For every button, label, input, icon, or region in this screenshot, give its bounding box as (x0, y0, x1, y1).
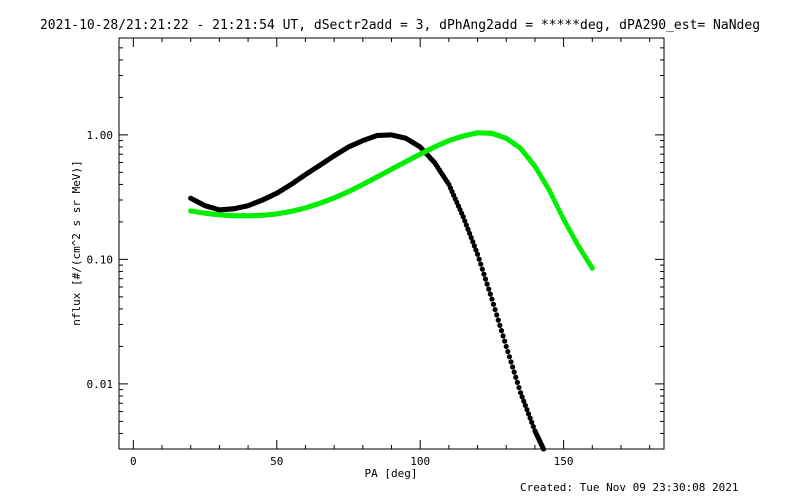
data-point (462, 218, 468, 224)
data-point (524, 407, 530, 413)
data-point (525, 411, 532, 417)
data-point (474, 251, 481, 257)
data-point (460, 214, 466, 220)
series-0 (188, 132, 547, 452)
data-point (465, 226, 471, 232)
x-axis-label: PA [deg] (365, 467, 418, 480)
data-point (497, 322, 503, 328)
data-point (492, 306, 498, 313)
x-tick-label: 150 (554, 455, 574, 468)
data-point (516, 384, 522, 391)
data-point (514, 379, 520, 386)
data-point (471, 243, 477, 249)
data-point (463, 222, 469, 228)
data-point (529, 419, 535, 425)
series-layer (188, 130, 595, 452)
data-point (473, 247, 479, 253)
series-1 (188, 130, 595, 271)
data-point (522, 402, 528, 408)
x-tick-label: 100 (410, 455, 430, 468)
data-point (511, 369, 517, 375)
created-timestamp: Created: Tue Nov 09 23:30:08 2021 (520, 481, 739, 494)
data-point (513, 374, 519, 380)
data-point (479, 266, 485, 272)
data-point (500, 333, 506, 339)
x-axis: 0 50 100 150 (130, 38, 651, 468)
data-point (508, 359, 514, 365)
data-point (517, 390, 524, 396)
data-point (495, 317, 501, 323)
data-point (530, 423, 536, 430)
plot-title: 2021-10-28/21:21:22 - 21:21:54 UT, dSect… (39, 18, 761, 33)
data-point (494, 312, 500, 318)
data-point (510, 364, 516, 370)
data-point (466, 230, 473, 237)
data-point (490, 301, 497, 307)
data-point (470, 239, 476, 245)
data-point (482, 276, 489, 282)
data-point (489, 296, 495, 302)
y-tick-label: 0.10 (87, 253, 114, 266)
y-axis-label: nflux [#/(cm^2 s sr MeV)] (70, 160, 83, 326)
x-tick-label: 0 (130, 455, 137, 468)
data-point (521, 398, 527, 404)
y-tick-label: 0.01 (87, 378, 114, 391)
data-point (502, 338, 508, 344)
data-point (476, 256, 482, 262)
data-point (486, 286, 492, 292)
data-point (484, 281, 490, 287)
data-point (519, 394, 525, 400)
data-point (527, 415, 533, 421)
plot-frame (118, 37, 665, 450)
data-point (468, 234, 474, 241)
data-point (506, 354, 513, 360)
x-tick-label: 50 (270, 455, 283, 468)
data-point (487, 291, 493, 297)
data-point (478, 261, 484, 267)
data-point (498, 328, 505, 334)
y-tick-label: 1.00 (87, 129, 114, 142)
data-point (481, 271, 487, 277)
data-point (540, 446, 547, 452)
data-point (503, 343, 509, 350)
data-point (589, 265, 595, 271)
data-point (505, 348, 511, 355)
y-axis: 0.01 0.10 1.00 (87, 37, 664, 450)
